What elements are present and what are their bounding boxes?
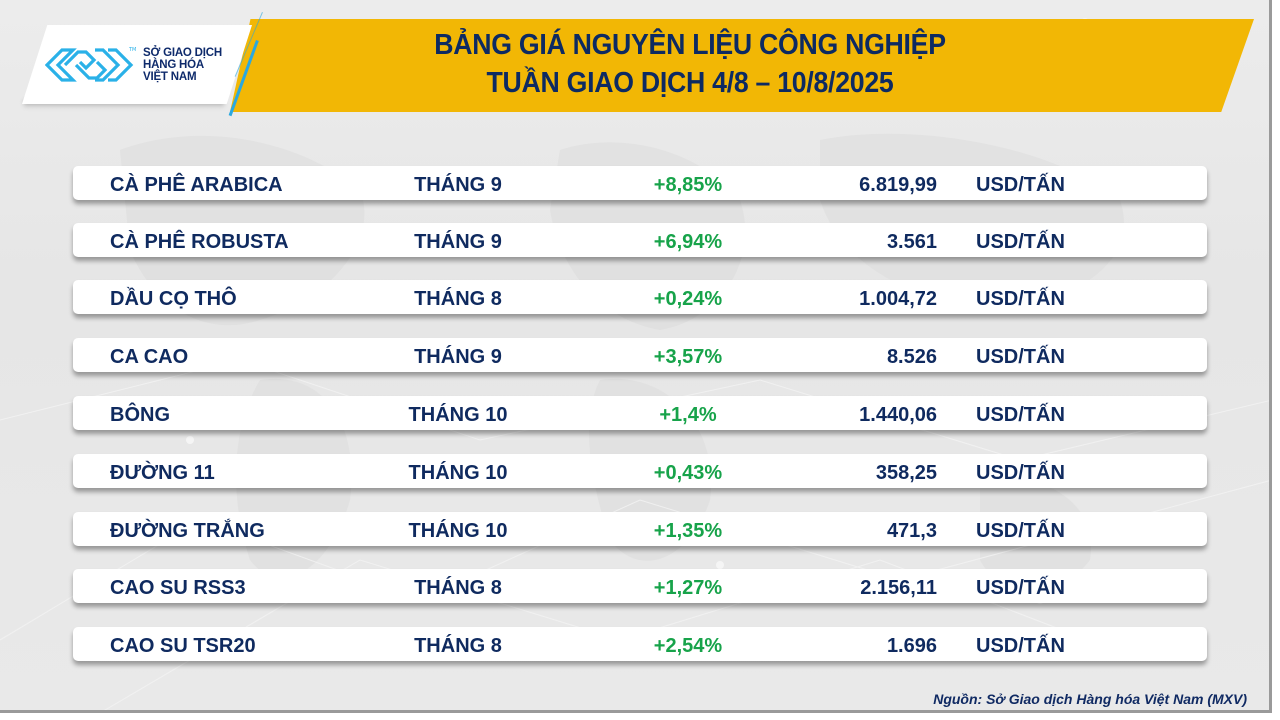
logo-wordmark: SỞ GIAO DỊCH HÀNG HÓA VIỆT NAM	[143, 47, 222, 83]
contract-month: THÁNG 10	[408, 462, 508, 484]
weekly-change: +6,94%	[653, 231, 723, 253]
table-row: CÀ PHÊ ARABICA THÁNG 9 +8,85% 6.819,99 U…	[73, 166, 1207, 200]
logo-trademark: TM	[129, 47, 137, 53]
price-value: 3.561	[886, 231, 937, 253]
price-value: 358,25	[875, 462, 937, 484]
contract-month: THÁNG 8	[414, 577, 502, 599]
weekly-change: +3,57%	[653, 346, 723, 368]
commodity-name: CAO SU RSS3	[110, 577, 246, 599]
table-row: ĐƯỜNG 11 THÁNG 10 +0,43% 358,25 USD/TẤN	[73, 454, 1207, 488]
commodity-name: CA CAO	[110, 346, 189, 368]
weekly-change: +2,54%	[653, 635, 723, 657]
price-unit: USD/TẤN	[976, 635, 1065, 657]
source-citation: Nguồn: Sở Giao dịch Hàng hóa Việt Nam (M…	[933, 691, 1247, 707]
table-row: CÀ PHÊ ROBUSTA THÁNG 9 +6,94% 3.561 USD/…	[73, 223, 1207, 257]
table-row: CAO SU RSS3 THÁNG 8 +1,27% 2.156,11 USD/…	[73, 569, 1207, 603]
weekly-change: +1,35%	[653, 520, 723, 542]
weekly-change: +0,43%	[653, 462, 723, 484]
table-row: CAO SU TSR20 THÁNG 8 +2,54% 1.696 USD/TẤ…	[73, 627, 1207, 661]
price-value: 8.526	[886, 346, 937, 368]
price-unit: USD/TẤN	[976, 346, 1065, 368]
commodity-name: DẦU CỌ THÔ	[110, 288, 237, 310]
table-row: DẦU CỌ THÔ THÁNG 8 +0,24% 1.004,72 USD/T…	[73, 280, 1207, 314]
price-unit: USD/TẤN	[976, 520, 1065, 542]
weekly-change: +0,24%	[653, 288, 723, 310]
table-row: ĐƯỜNG TRẮNG THÁNG 10 +1,35% 471,3 USD/TẤ…	[73, 512, 1207, 546]
price-value: 1.696	[886, 635, 937, 657]
price-value: 6.819,99	[859, 174, 937, 196]
page-title: BẢNG GIÁ NGUYÊN LIỆU CÔNG NGHIỆP TUẦN GI…	[331, 26, 1049, 102]
price-unit: USD/TẤN	[976, 404, 1065, 426]
contract-month: THÁNG 10	[408, 520, 508, 542]
contract-month: THÁNG 8	[414, 288, 502, 310]
contract-month: THÁNG 8	[414, 635, 502, 657]
logo-shadow	[24, 100, 224, 108]
contract-month: THÁNG 9	[414, 231, 502, 253]
price-unit: USD/TẤN	[976, 231, 1065, 253]
page-title-line-2: TUẦN GIAO DỊCH 4/8 – 10/8/2025	[486, 67, 894, 99]
contract-month: THÁNG 9	[414, 174, 502, 196]
weekly-change: +1,27%	[653, 577, 723, 599]
title-banner	[230, 19, 1254, 112]
mxv-logo-icon	[45, 48, 134, 82]
price-unit: USD/TẤN	[976, 462, 1065, 484]
logo-line-2: HÀNG HÓA	[143, 59, 205, 71]
price-unit: USD/TẤN	[976, 174, 1065, 196]
price-value: 1.004,72	[859, 288, 937, 310]
contract-month: THÁNG 9	[414, 346, 502, 368]
price-unit: USD/TẤN	[976, 577, 1065, 599]
logo-line-1: SỞ GIAO DỊCH	[143, 47, 222, 59]
price-value: 1.440,06	[859, 404, 937, 426]
weekly-change: +8,85%	[653, 174, 723, 196]
contract-month: THÁNG 10	[408, 404, 508, 426]
table-row: BÔNG THÁNG 10 +1,4% 1.440,06 USD/TẤN	[73, 396, 1207, 430]
price-unit: USD/TẤN	[976, 288, 1065, 310]
price-value: 2.156,11	[860, 577, 937, 599]
weekly-change: +1,4%	[659, 404, 717, 426]
commodity-name: BÔNG	[110, 404, 170, 426]
commodity-name: CAO SU TSR20	[110, 635, 256, 657]
commodity-name: CÀ PHÊ ARABICA	[110, 174, 283, 196]
logo-line-3: VIỆT NAM	[143, 71, 197, 83]
commodity-name: ĐƯỜNG 11	[110, 462, 215, 484]
commodity-name: CÀ PHÊ ROBUSTA	[110, 231, 289, 253]
commodity-name: ĐƯỜNG TRẮNG	[110, 520, 265, 542]
price-value: 471,3	[886, 520, 937, 542]
page-title-line-1: BẢNG GIÁ NGUYÊN LIỆU CÔNG NGHIỆP	[434, 29, 946, 61]
table-row: CA CAO THÁNG 9 +3,57% 8.526 USD/TẤN	[73, 338, 1207, 372]
